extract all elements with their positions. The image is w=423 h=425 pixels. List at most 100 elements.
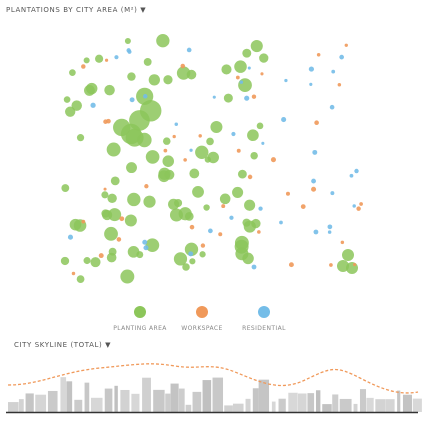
plant-dot (184, 242, 199, 256)
home-dot (247, 66, 251, 70)
work-dot (116, 237, 122, 242)
work-dot (247, 174, 253, 180)
plant-dot (242, 252, 254, 265)
building (104, 388, 113, 412)
plant-dot (107, 193, 117, 204)
work-dot (270, 157, 276, 163)
plant-dot (139, 100, 162, 122)
work-dot (71, 271, 76, 276)
building (359, 389, 367, 412)
plant-dot (76, 134, 85, 142)
home-dot (239, 80, 244, 84)
plant-dot (250, 151, 258, 160)
plant-dot (65, 106, 76, 117)
work-dot (81, 219, 86, 224)
work-dot (183, 158, 187, 162)
dot-cloud (60, 34, 363, 284)
work-dot (353, 263, 357, 267)
home-dot (308, 66, 315, 72)
home-dot (339, 54, 344, 60)
work-dot (340, 240, 345, 245)
work-dot (311, 186, 317, 192)
plant-dot (95, 54, 104, 63)
home-dot (327, 224, 333, 230)
work-dot (337, 83, 342, 87)
building (185, 404, 192, 412)
home-dot (284, 78, 288, 83)
home-dot (331, 69, 336, 74)
plant-dot (163, 75, 173, 85)
work-dot (163, 148, 168, 153)
plant-dot (219, 193, 231, 205)
plant-dot (176, 66, 191, 80)
building (202, 380, 212, 412)
home-dot (352, 204, 356, 208)
plant-dot (237, 169, 247, 179)
home-dot (90, 102, 96, 108)
work-dot (260, 72, 264, 76)
work-dot (144, 184, 149, 189)
plant-dot (148, 74, 160, 86)
section-title[interactable]: PLANTATIONS BY CITY AREA (M²) ▼ (6, 6, 147, 14)
work-dot (356, 206, 361, 211)
plant-dot (124, 37, 131, 45)
work-dot (103, 119, 108, 124)
work-dot (172, 134, 176, 139)
work-dot (314, 120, 319, 126)
plant-dot (342, 249, 354, 261)
building (142, 377, 151, 412)
building (131, 393, 140, 412)
plant-dot (101, 209, 110, 218)
plant-dot (83, 57, 90, 64)
plant-dot (84, 85, 95, 96)
plant-dot (189, 258, 196, 265)
plant-dot (206, 137, 214, 146)
building (258, 379, 270, 412)
work-dot (235, 75, 240, 80)
work-dot (119, 216, 125, 222)
work-dot (285, 191, 290, 196)
plant-dot (143, 195, 156, 208)
plant-dot (101, 191, 109, 199)
home-dot (349, 173, 354, 178)
legend-swatch (258, 306, 270, 318)
legend-label: RESIDENTIAL (242, 325, 286, 332)
plant-dot (125, 128, 144, 147)
home-dot (126, 48, 131, 53)
section-title[interactable]: CITY SKYLINE (TOTAL) ▼ (14, 341, 112, 349)
plant-dot (234, 60, 247, 73)
plant-dot (173, 198, 183, 208)
plant-dot (242, 48, 252, 58)
plant-dot (120, 269, 135, 284)
plant-dot (106, 142, 121, 157)
home-dot (244, 95, 250, 101)
plant-dot (162, 137, 171, 145)
plant-dot (108, 208, 122, 222)
plant-dot (247, 129, 259, 142)
work-dot (104, 58, 109, 62)
plant-dot (232, 186, 244, 198)
plant-dot (156, 34, 170, 48)
building (322, 404, 332, 412)
home-dot (143, 94, 148, 99)
home-dot (189, 148, 193, 152)
building (120, 389, 130, 412)
work-dot (180, 63, 186, 69)
home-dot (311, 178, 316, 184)
plant-dot (63, 96, 71, 103)
home-dot (142, 239, 148, 245)
building (114, 385, 118, 412)
plant-dot (71, 100, 82, 111)
building (366, 397, 374, 412)
plant-dot (337, 260, 349, 272)
home-dot (231, 131, 236, 137)
home-dot (208, 228, 213, 234)
work-dot (329, 263, 333, 267)
building (192, 391, 202, 412)
work-dot (236, 148, 241, 153)
building (397, 390, 401, 412)
home-dot (67, 234, 74, 240)
plant-dot (199, 251, 206, 258)
plant-dot (223, 93, 233, 103)
